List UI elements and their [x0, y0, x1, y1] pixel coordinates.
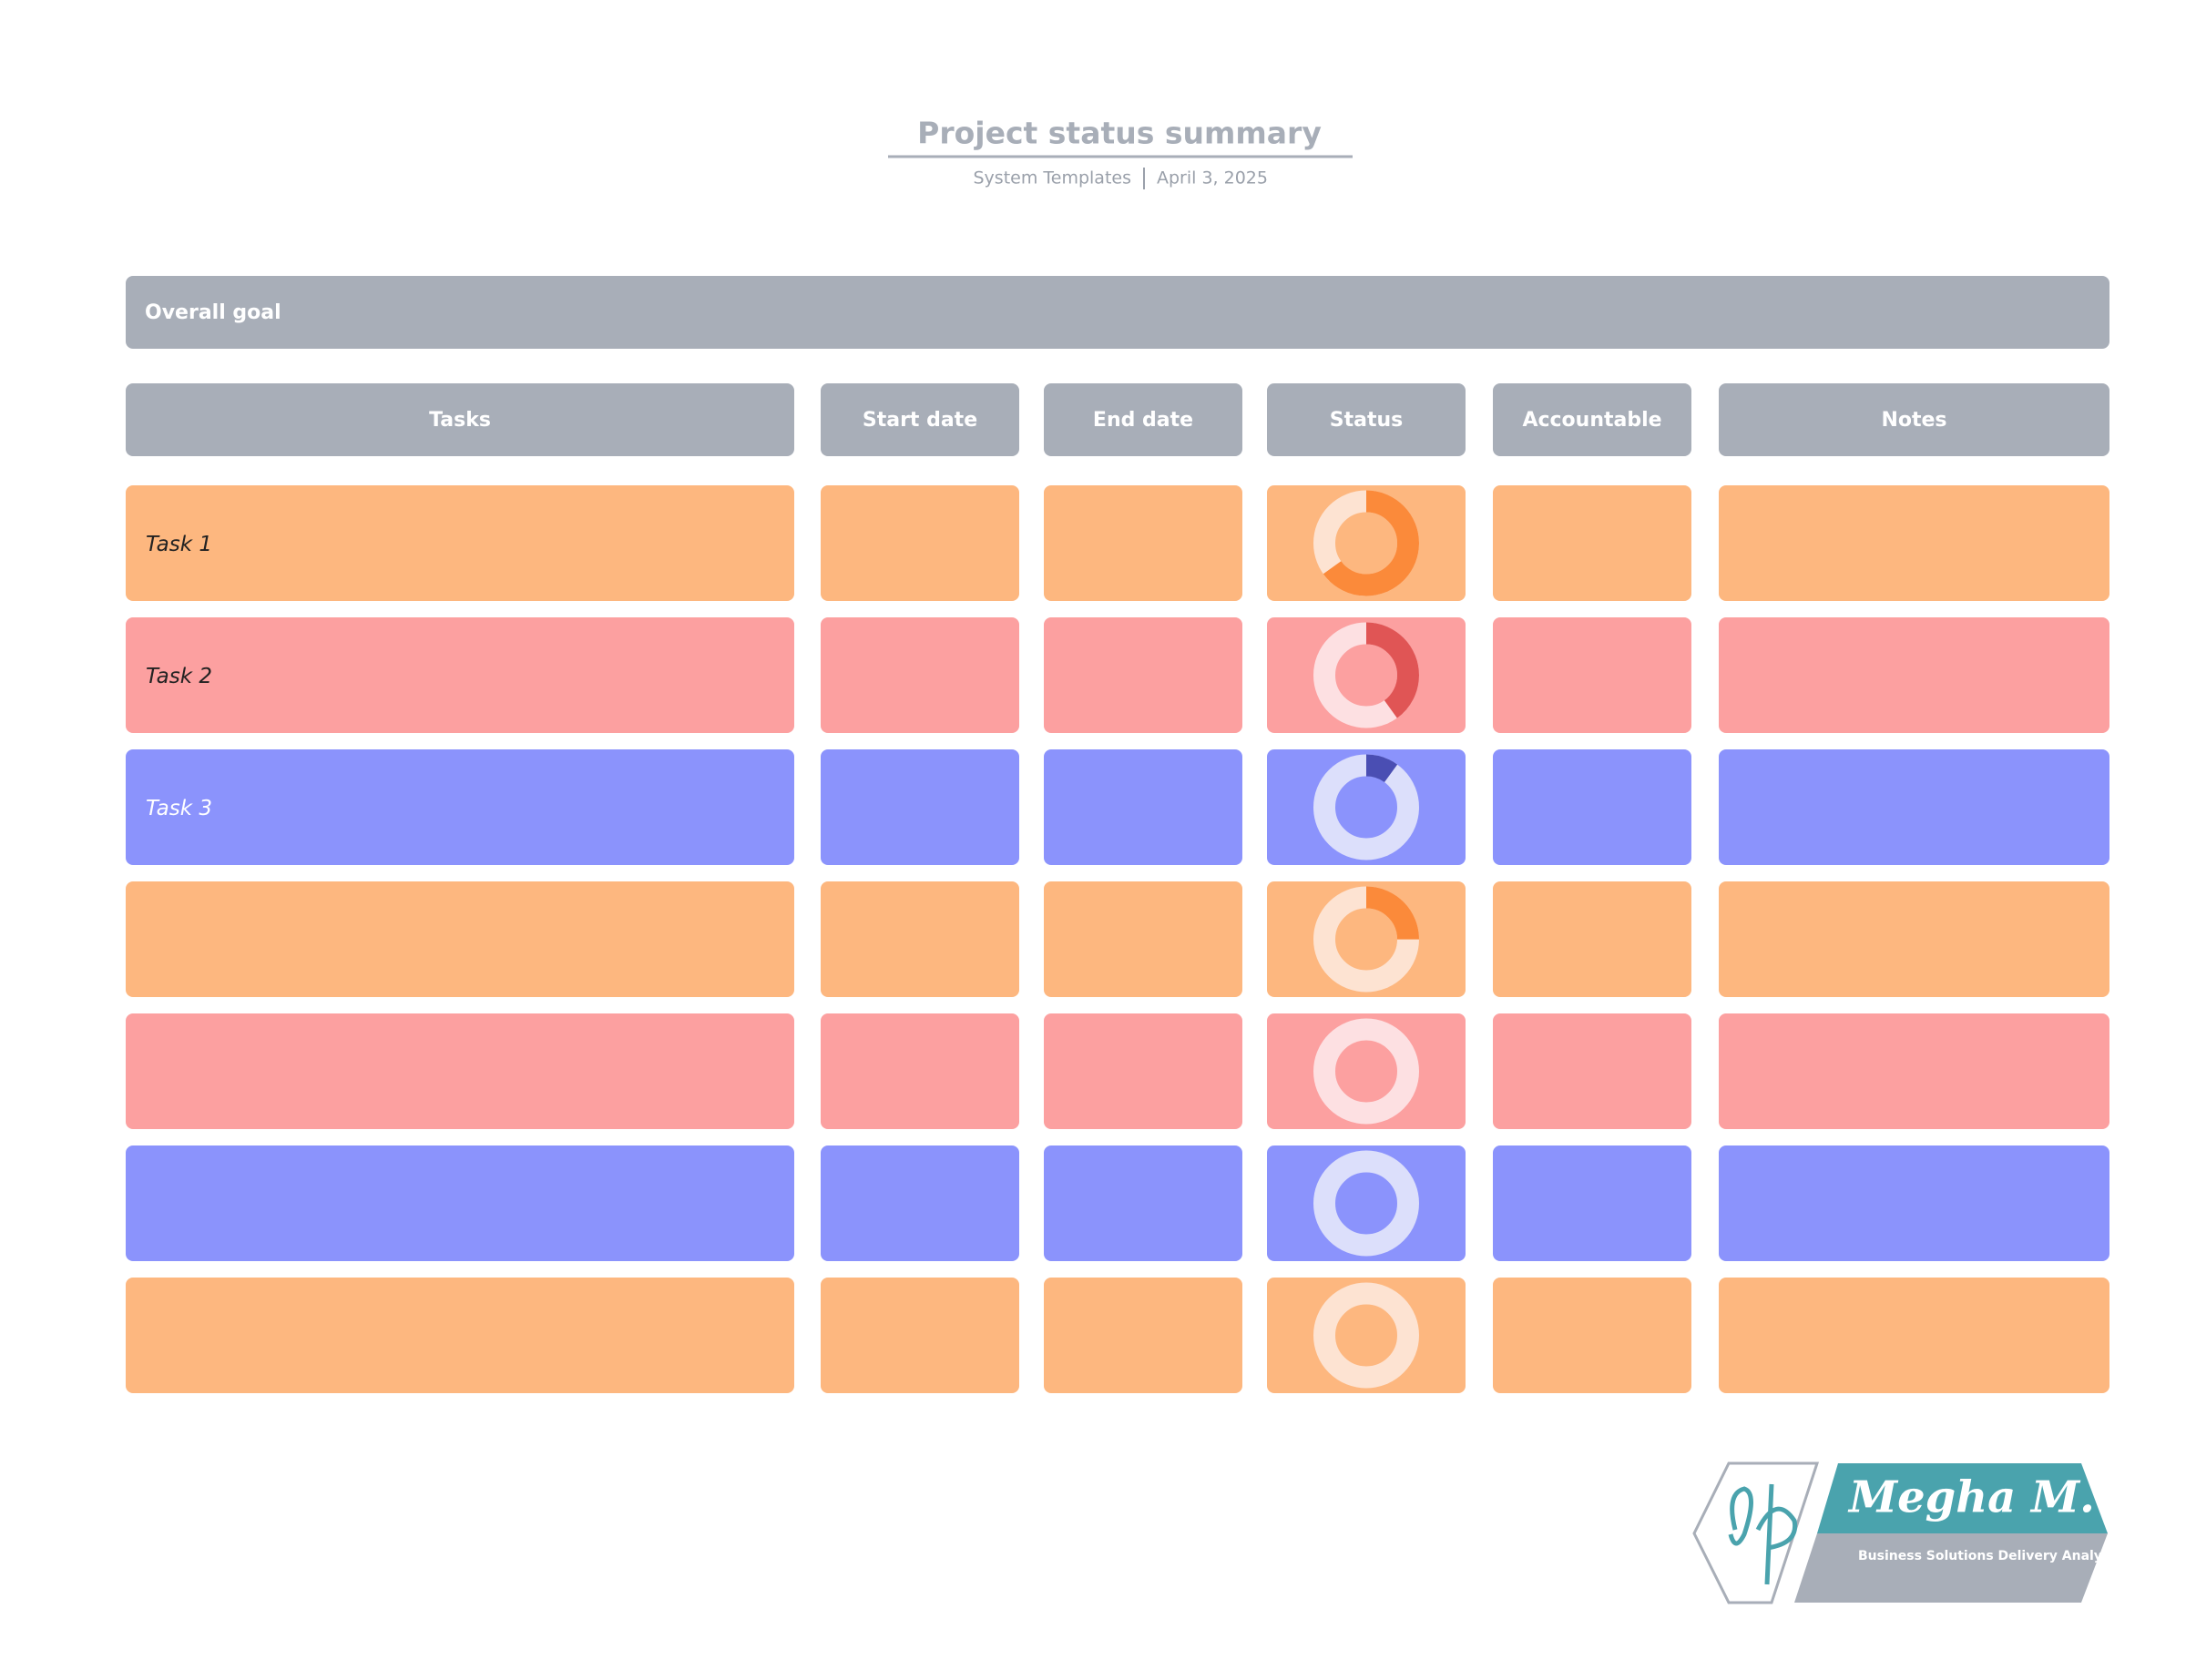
cell: [1267, 1145, 1466, 1261]
cell: [1267, 485, 1466, 601]
column-header-label: Status: [1330, 409, 1403, 432]
cell: [126, 617, 794, 733]
column-header-label: End date: [1093, 409, 1193, 432]
cell: [821, 1278, 1019, 1393]
logo-role: Business Solutions Delivery Analyst: [1858, 1549, 2116, 1563]
cell: [1493, 617, 1691, 733]
cell: [1267, 749, 1466, 865]
cell: [1719, 485, 2109, 601]
cell: [1044, 1278, 1242, 1393]
cell: [1493, 1013, 1691, 1129]
cell: [1044, 881, 1242, 997]
cell: [126, 749, 794, 865]
task-label: Task 1: [146, 533, 212, 556]
goal-bar: [126, 276, 2109, 349]
table: Tasks Start date End date Status Accountable…: [126, 383, 2109, 1393]
column-header-label: Notes: [1881, 409, 1946, 432]
column-header: [1493, 383, 1691, 456]
status-progress: [1313, 622, 1419, 728]
status-track: [1313, 1018, 1419, 1125]
cell: [1267, 881, 1466, 997]
column-header-label: Tasks: [429, 409, 491, 432]
column-header: [126, 383, 794, 456]
cell: [821, 1145, 1019, 1261]
cell: [1493, 749, 1691, 865]
status-progress: [1313, 490, 1419, 596]
source: System Templates: [974, 168, 1132, 188]
column-header: [1044, 383, 1242, 456]
cell: [821, 749, 1019, 865]
status-track: [1313, 1282, 1419, 1389]
cell: [126, 1013, 794, 1129]
date: April 3, 2025: [1157, 168, 1268, 188]
logo-band: [1794, 1533, 2108, 1603]
column-header-label: Start date: [863, 409, 977, 432]
cell: [1719, 1013, 2109, 1129]
column-header: [1267, 383, 1466, 456]
cell: [1493, 1145, 1691, 1261]
logo-hex: [1692, 1461, 1820, 1604]
cell: [126, 881, 794, 997]
goal-label: Overall goal: [145, 301, 281, 324]
cell: [1044, 1145, 1242, 1261]
cell: [1493, 881, 1691, 997]
cell: [1493, 1278, 1691, 1393]
cell: [1044, 1013, 1242, 1129]
cell: [1267, 1013, 1466, 1129]
logo-name: Megha M.: [1847, 1472, 2095, 1523]
cell: [1719, 617, 2109, 733]
cell: [1267, 1278, 1466, 1393]
logo: Megha M. Business Solutions Delivery Ana…: [1692, 1461, 2116, 1604]
cell: [821, 485, 1019, 601]
task-label: Task 2: [146, 665, 212, 688]
cell: [1719, 749, 2109, 865]
cell: [1044, 617, 1242, 733]
status-track: [1313, 1150, 1419, 1257]
cell: [1044, 749, 1242, 865]
status-progress: [1313, 754, 1419, 860]
cell: [126, 1278, 794, 1393]
column-header: [821, 383, 1019, 456]
cell: [1267, 617, 1466, 733]
cell: [1719, 881, 2109, 997]
cell: [1719, 1145, 2109, 1261]
logo-mark: [1728, 1483, 1798, 1585]
cell: [821, 881, 1019, 997]
logo-band: [1817, 1463, 2108, 1533]
task-label: Task 3: [146, 797, 212, 820]
cell: [1493, 485, 1691, 601]
cell: [126, 1145, 794, 1261]
cell: [821, 1013, 1019, 1129]
column-header-label: Accountable: [1522, 409, 1661, 432]
cell: [1044, 485, 1242, 601]
column-header: [1719, 383, 2109, 456]
status-progress: [1313, 886, 1419, 993]
cell: [1719, 1278, 2109, 1393]
cell: [821, 617, 1019, 733]
cell: [126, 485, 794, 601]
title: Project status summary: [917, 116, 1322, 151]
